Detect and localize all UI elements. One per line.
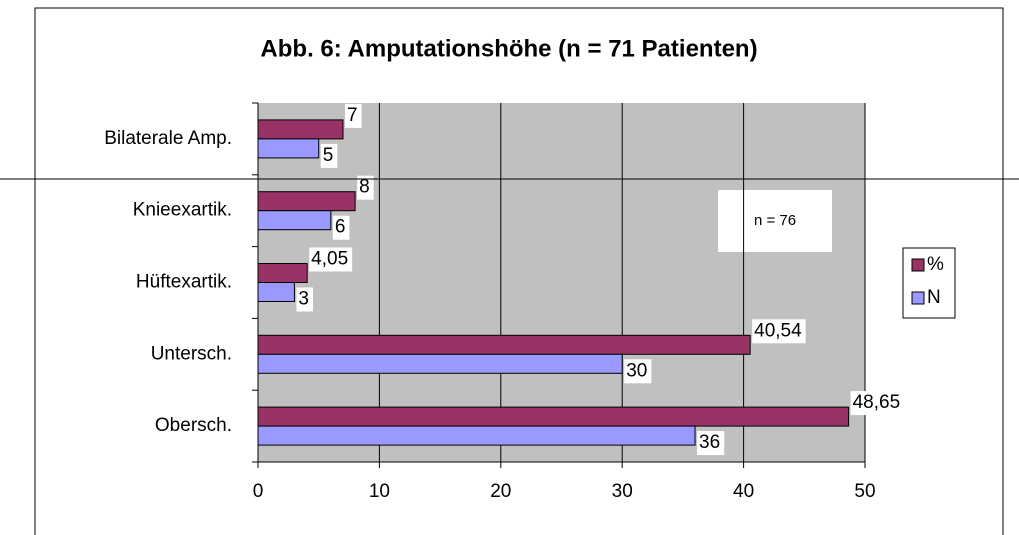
value-label: 6	[335, 217, 346, 238]
y-tick-label: Obersch.	[155, 415, 232, 436]
label-bg	[332, 215, 350, 240]
label-bg	[624, 359, 652, 384]
label-bg	[697, 431, 725, 456]
bar	[257, 210, 332, 231]
x-tick-label: 40	[733, 481, 754, 502]
x-tick-label: 10	[369, 481, 390, 502]
label-bg	[850, 391, 905, 416]
legend-label: N	[927, 287, 941, 308]
label-bg	[296, 287, 313, 312]
plot-area	[258, 103, 865, 462]
value-label: 5	[323, 145, 334, 166]
y-tick-label: Untersch.	[151, 343, 232, 364]
value-label: 48,65	[853, 392, 901, 413]
legend-label: %	[927, 254, 944, 275]
annotation: n = 76	[754, 212, 796, 229]
bar	[257, 191, 356, 212]
label-bg	[357, 175, 374, 200]
y-tick-label: Knieexartik.	[133, 200, 232, 221]
x-tick-label: 20	[490, 481, 511, 502]
bar	[257, 425, 696, 446]
label-bg	[320, 143, 338, 168]
value-label: 7	[347, 105, 358, 126]
y-tick-label: Hüftexartik.	[136, 272, 232, 293]
label-bg	[309, 247, 353, 272]
bar	[257, 406, 850, 427]
bar	[257, 138, 320, 159]
bar	[257, 263, 308, 283]
chart-title: Abb. 6: Amputationshöhe (n = 71 Patiente…	[260, 35, 757, 62]
value-label: 8	[359, 177, 370, 198]
bar	[257, 119, 344, 140]
bar	[257, 334, 751, 355]
y-tick-label: Bilaterale Amp.	[104, 128, 232, 149]
legend-swatch	[911, 258, 925, 272]
annotation-box	[718, 190, 832, 252]
value-label: 30	[626, 360, 647, 381]
value-label: 40,54	[754, 320, 802, 341]
x-tick-label: 50	[854, 481, 875, 502]
label-bg	[344, 103, 362, 128]
value-label: 3	[298, 289, 309, 310]
value-label: 36	[699, 432, 720, 453]
x-tick-label: 30	[612, 481, 633, 502]
bar	[257, 282, 295, 302]
label-bg	[752, 319, 806, 344]
x-tick-label: 0	[253, 481, 264, 502]
legend-swatch	[911, 291, 925, 305]
bar	[257, 353, 623, 374]
value-label: 4,05	[311, 249, 348, 270]
